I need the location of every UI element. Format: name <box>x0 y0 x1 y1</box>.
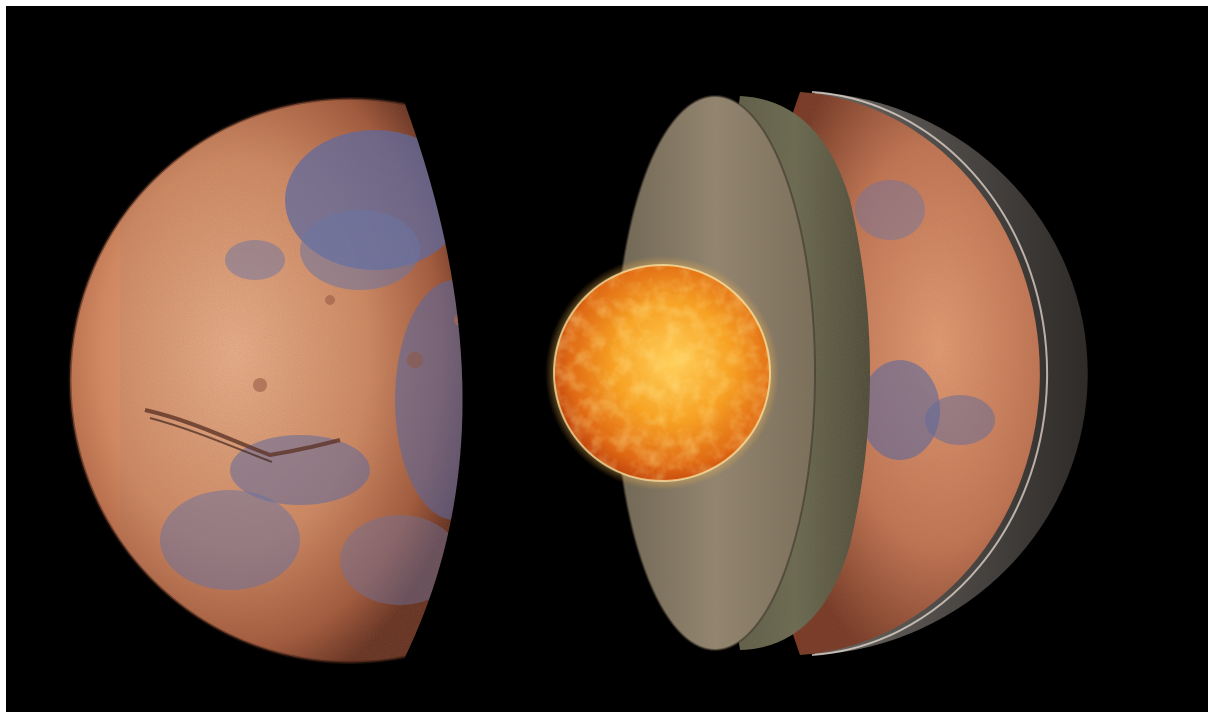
left-surface-features <box>120 100 463 660</box>
right-cutaway <box>545 91 1088 656</box>
left-hemisphere <box>68 97 463 664</box>
surface-rim-line <box>811 91 1049 656</box>
